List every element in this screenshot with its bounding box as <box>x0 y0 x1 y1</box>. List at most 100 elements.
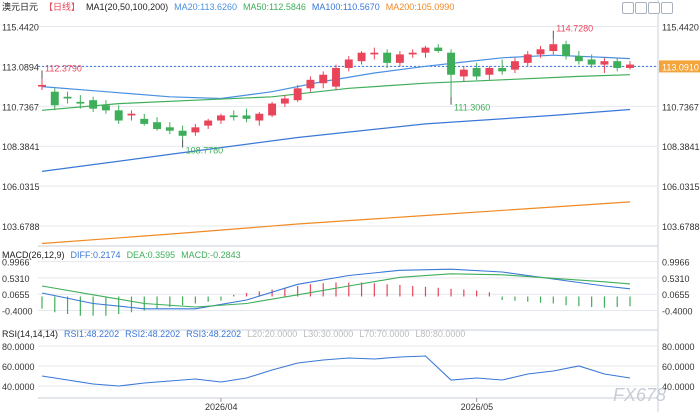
rsi-tick-left: 40.0000 <box>2 382 35 392</box>
axes-layer: 115.4420115.4420113.0894113.0894110.7367… <box>2 23 700 412</box>
candle-body <box>447 52 456 75</box>
current-price-label: 113.0910 <box>662 62 699 72</box>
rsi-value-label: RSI1:48.2202 <box>64 329 119 339</box>
price-tick-right: 108.3841 <box>662 142 700 152</box>
price-tick-left: 108.3841 <box>2 142 40 152</box>
annotation-label: 112.3790 <box>45 63 82 73</box>
candle-body <box>408 52 417 55</box>
candle-body <box>140 118 149 124</box>
candle-body <box>127 113 136 116</box>
candle-body <box>421 47 430 53</box>
candle-body <box>434 47 443 51</box>
candle-body <box>536 49 545 55</box>
price-tick-left: 106.0315 <box>2 182 40 192</box>
candle-body <box>268 103 277 116</box>
candle-body <box>459 69 468 77</box>
candle-body <box>204 120 213 126</box>
candle-body <box>485 67 494 75</box>
candle-body <box>344 59 353 68</box>
candle-body <box>498 67 507 72</box>
price-tick-right: 110.7367 <box>662 102 699 112</box>
macd-tick-left: -0.4000 <box>2 307 33 317</box>
macd-tick-right: 0.5310 <box>662 274 690 284</box>
macd-diff-line <box>41 268 631 310</box>
candle-body <box>255 113 264 121</box>
candle-body <box>613 61 622 68</box>
ma-value-label: MA200:105.0990 <box>386 2 455 12</box>
candle-body <box>383 52 392 63</box>
rsi-panel: 80.0000 80.0000 60.0000 60.0000 40.0000 40.00… <box>2 342 695 392</box>
candle-body <box>549 44 558 51</box>
rsi-value-label: L70:70.0000 <box>359 329 409 339</box>
rsi-tick-right: 40.0000 <box>662 382 695 392</box>
current-price-tag <box>659 60 700 73</box>
candle-body <box>370 52 379 55</box>
rsi-tick-left: 80.0000 <box>2 342 35 352</box>
candle-body <box>280 98 289 104</box>
ma-line-ma20 <box>41 54 631 100</box>
macd-dea-line <box>41 273 631 308</box>
candle-body <box>178 130 187 136</box>
ma-value-label: MA50:112.5846 <box>243 2 306 12</box>
annotation-label: 111.3060 <box>454 103 490 113</box>
candle-body <box>357 52 366 62</box>
expand-icon[interactable] <box>648 2 660 14</box>
ma-line-ma200 <box>41 201 631 245</box>
candle-body <box>574 56 583 62</box>
rsi-line <box>41 355 631 387</box>
macd-tick-right: -0.4000 <box>662 307 693 317</box>
layout-icon[interactable] <box>635 2 647 14</box>
rsi-title: RSI(14,14,14) <box>2 329 58 339</box>
macd-value-label: DIFF:0.2174 <box>71 250 121 260</box>
ma-line-ma100 <box>41 108 631 172</box>
macd-tick-right: 0.0655 <box>662 290 690 300</box>
candle-body <box>587 59 596 65</box>
macd-value-label: MACD:-0.2843 <box>181 250 241 260</box>
price-tick-left: 115.4420 <box>2 23 39 33</box>
candle-body <box>76 101 85 104</box>
price-tick-right: 106.0315 <box>662 182 700 192</box>
candle-body <box>600 61 609 65</box>
price-tick-left: 113.0894 <box>2 62 39 72</box>
annotations-layer: 112.3790 108.7780 111.3060 114.7280 <box>41 24 593 156</box>
macd-title: MACD(26,12,9) <box>2 250 65 260</box>
candle-body <box>101 105 110 111</box>
candle-body <box>523 54 532 63</box>
candle-body <box>216 115 225 121</box>
candle-body <box>50 91 59 106</box>
macd-panel: 0.9966 0.9966 0.5310 0.5310 0.0655 0.0655 -0.4… <box>2 258 693 317</box>
legend-headers: 澳元日元 【日线】 MA1(20,50,100,200) MA20:113.6260 M… <box>2 1 465 339</box>
candle-body <box>165 127 174 131</box>
period-label: 【日线】 <box>44 1 80 12</box>
rsi-value-label: RSI3:48.2202 <box>186 329 241 339</box>
rsi-tick-right: 80.0000 <box>662 342 695 352</box>
price-tick-left: 110.7367 <box>2 102 39 112</box>
macd-value-label: DEA:0.3595 <box>127 250 176 260</box>
candle-body <box>89 100 98 109</box>
rsi-value-label: L30:30.0000 <box>303 329 353 339</box>
macd-tick-right: 0.9966 <box>662 258 690 268</box>
time-tick-label: 2026/04 <box>205 402 238 412</box>
candles-layer <box>38 38 634 140</box>
time-tick-label: 2026/05 <box>461 402 494 412</box>
candle-body <box>229 115 238 118</box>
moving-average-layer <box>41 54 631 245</box>
candle-body <box>191 127 200 133</box>
symbol-label: 澳元日元 <box>2 1 38 12</box>
price-tick-right: 103.6788 <box>662 222 700 232</box>
price-tick-left: 103.6788 <box>2 222 40 232</box>
candle-body <box>319 74 328 84</box>
candle-body <box>63 96 72 99</box>
rsi-value-label: L20:20.0000 <box>247 329 297 339</box>
rsi-value-label: L80:80.0000 <box>415 329 465 339</box>
macd-tick-left: 0.9966 <box>2 258 30 268</box>
candle-body <box>114 110 123 121</box>
macd-tick-left: 0.5310 <box>2 274 30 284</box>
settings-icon[interactable] <box>622 2 634 14</box>
watermark: FX678 <box>613 385 666 405</box>
candle-body <box>472 67 481 77</box>
ma-value-label: MA100:110.5670 <box>312 2 380 12</box>
close-icon[interactable] <box>661 2 673 14</box>
candle-body <box>153 122 162 129</box>
